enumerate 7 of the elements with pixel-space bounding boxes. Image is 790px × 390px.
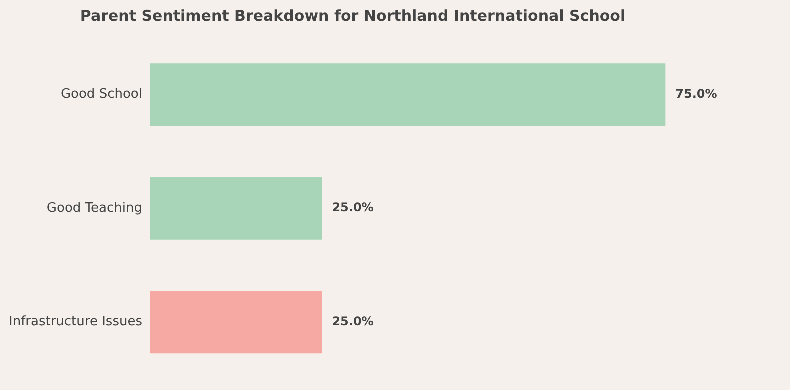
y-tick-label: Good School [60,87,142,102]
data-label: 25.0% [332,314,374,328]
data-label: 75.0% [676,86,718,101]
y-tick-label: Infrastructure Issues [8,314,143,330]
y-tick-label: Good Teaching [46,200,142,216]
data-label: 25.0% [332,200,374,215]
chart-title: Parent Sentiment Breakdown for Northland International School [80,6,626,25]
